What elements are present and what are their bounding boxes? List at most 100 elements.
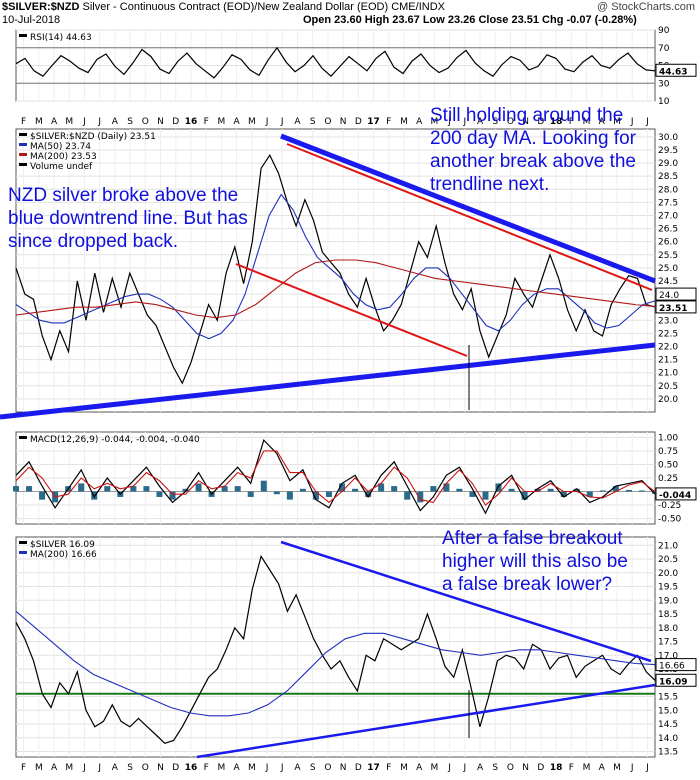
month-label: O (324, 763, 331, 773)
month-label: J (630, 763, 634, 773)
macd-histogram-bar (91, 491, 98, 500)
macd-histogram-bar (169, 491, 176, 500)
month-label: F (569, 117, 574, 127)
macd-histogram-bar (586, 491, 593, 497)
annotation-line: trendline next. (430, 174, 550, 195)
macd-histogram-bar (573, 488, 580, 492)
month-label: S (310, 763, 316, 773)
month-label: J (462, 763, 466, 773)
annotation-line: After a false breakout (442, 528, 623, 549)
y-tick-label: 20.0 (658, 569, 678, 579)
legend-swatch (19, 541, 27, 544)
macd-histogram-bar (508, 488, 515, 492)
legend-entry: Volume undef (30, 162, 93, 172)
month-label: M (431, 117, 439, 127)
month-label: A (234, 763, 241, 773)
month-label: F (204, 763, 209, 773)
month-label: D (537, 117, 544, 127)
month-label: J (97, 763, 101, 773)
macd-histogram-bar (482, 491, 489, 500)
channel-line-red-top (286, 143, 653, 291)
legend-entry: RSI(14) 44.63 (30, 33, 92, 43)
y-tick-label: 28.5 (658, 172, 678, 182)
y-tick-label: 13.5 (658, 748, 678, 758)
annotation-line: another break above the (430, 151, 636, 172)
month-label: M (431, 763, 439, 773)
month-label: A (294, 117, 301, 127)
month-label: J (630, 117, 634, 127)
annotation-line: a false break lower? (442, 574, 613, 595)
month-label: J (280, 117, 284, 127)
month-label: F (386, 763, 391, 773)
legend-entry: MA(200) 16.66 (30, 550, 97, 560)
y-tick-label: 25.0 (658, 264, 678, 274)
y-tick-label: 21.0 (658, 369, 678, 379)
uptrend-line-silver (196, 683, 656, 759)
y-tick-label: -0.25 (658, 501, 681, 511)
macd-histogram-bar (221, 486, 228, 492)
y-tick-label: 29.0 (658, 159, 678, 169)
legend-swatch (19, 436, 27, 439)
downtrend-line-blue (280, 133, 656, 284)
month-label: J (447, 117, 451, 127)
month-label: D (172, 763, 179, 773)
macd-histogram-bar (39, 491, 46, 500)
month-label: J (82, 763, 86, 773)
macd-histogram-bar (195, 483, 202, 492)
month-label: M (248, 763, 256, 773)
month-label: D (537, 763, 544, 773)
annotation-line: Still holding around the (430, 105, 624, 126)
macd-histogram-bar (625, 489, 632, 492)
month-label: N (157, 117, 164, 127)
month-label: D (172, 117, 179, 127)
macd-histogram-bar (443, 483, 450, 492)
month-label: A (234, 117, 241, 127)
y-tick-label: 90 (658, 26, 670, 36)
annotation-line: NZD silver broke above the (8, 185, 239, 206)
quote-date: 10-Jul-2018 (2, 14, 61, 26)
macd-histogram-bar (560, 491, 567, 497)
y-tick-label: 70 (658, 44, 670, 54)
month-label: J (645, 117, 649, 127)
legend-entry: MA(50) 23.74 (30, 142, 91, 152)
month-label: O (142, 763, 149, 773)
legend-swatch (19, 163, 27, 166)
month-label: A (477, 763, 484, 773)
annotation-top-right: Still holding around the 200 day MA. Loo… (430, 104, 636, 196)
last-value-label: 23.51 (659, 304, 687, 314)
y-tick-label: 28.0 (658, 185, 678, 195)
last-value-box (655, 63, 697, 77)
macd-histogram-bar (182, 488, 189, 492)
legend-entry: MA(200) 23.53 (30, 152, 97, 162)
macd-histogram-bar (234, 486, 241, 492)
stockcharts-brand[interactable]: @ StockCharts.com (597, 1, 695, 13)
legend-swatch (19, 34, 27, 37)
macd-histogram-bar (652, 491, 658, 494)
series-line-ma-50 (15, 193, 656, 340)
macd-histogram-bar (469, 491, 476, 497)
y-tick-label: 20.5 (658, 382, 678, 392)
series-line-silver-nzd (15, 153, 656, 385)
y-tick-label: 22.5 (658, 329, 678, 339)
macd-histogram-bar (638, 490, 645, 492)
y-tick-label: 29.5 (658, 146, 678, 156)
macd-histogram-bar (13, 486, 19, 492)
month-label: J (645, 763, 649, 773)
macd-histogram-bar (430, 486, 437, 492)
y-tick-label: 10 (658, 97, 670, 107)
last-value-box (655, 287, 697, 301)
legend-entry: MACD(12,26,9) -0.044, -0.004, -0.040 (30, 435, 200, 445)
month-label: 16 (185, 763, 198, 773)
y-tick-label: 15.5 (658, 693, 678, 703)
macd-histogram-bar (104, 486, 111, 492)
y-tick-label: 15.0 (658, 706, 678, 716)
macd-histogram-bar (378, 483, 385, 492)
series-line-rsi-14 (15, 46, 656, 79)
month-label: S (310, 117, 316, 127)
month-label: N (340, 117, 347, 127)
downtrend-line-silver (280, 540, 652, 663)
macd-histogram-bar (417, 491, 424, 503)
month-label: A (51, 763, 58, 773)
month-label: N (157, 763, 164, 773)
